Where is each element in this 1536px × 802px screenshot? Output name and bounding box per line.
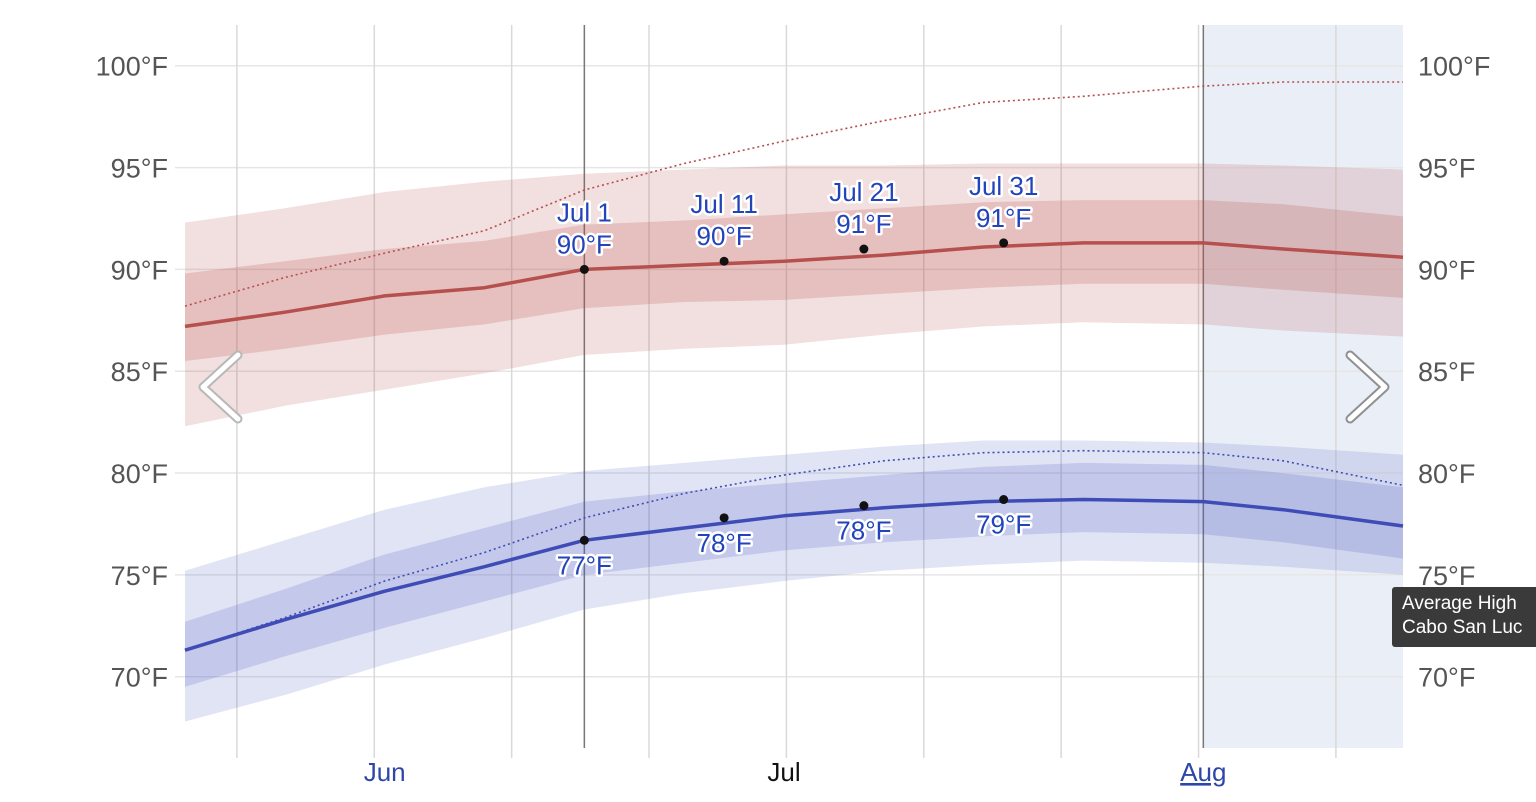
- y-tick-label-left: 80°F: [111, 459, 168, 489]
- month-label-jul: Jul: [767, 757, 800, 787]
- annotation-value-label: 90°F: [697, 221, 752, 251]
- data-point-marker[interactable]: [999, 495, 1009, 505]
- y-tick-label-right: 70°F: [1418, 663, 1475, 693]
- data-point-marker[interactable]: [719, 513, 729, 523]
- high-band-25-75: [185, 200, 1403, 361]
- average-high-line: [184, 241, 1404, 329]
- low-dotted-line: [184, 449, 1404, 651]
- chevron-left-icon[interactable]: [198, 350, 243, 424]
- annotation-date-label: Jul 1: [557, 197, 612, 227]
- annotation-value-label: 79°F: [976, 510, 1031, 540]
- data-point-marker[interactable]: [859, 244, 869, 254]
- high-dotted-line: [184, 81, 1403, 307]
- data-point-marker[interactable]: [719, 256, 729, 266]
- highlighted-month-background: [1203, 25, 1403, 748]
- annotation-value-label: 91°F: [976, 203, 1031, 233]
- y-tick-label-left: 70°F: [111, 663, 168, 693]
- low-band-10-90: [185, 440, 1403, 722]
- y-tick-label-right: 85°F: [1418, 357, 1475, 387]
- annotation-value-label: 77°F: [557, 550, 612, 580]
- data-point-marker[interactable]: [579, 264, 589, 274]
- y-tick-label-left: 85°F: [111, 357, 168, 387]
- chevron-right-icon[interactable]: [1345, 350, 1390, 424]
- data-point-marker[interactable]: [999, 238, 1009, 248]
- y-tick-label-right: 75°F: [1418, 561, 1475, 591]
- y-tick-label-left: 90°F: [111, 255, 168, 285]
- y-tick-label-right: 95°F: [1418, 154, 1475, 184]
- data-point-marker[interactable]: [859, 501, 869, 511]
- annotation-date-label: Jul 21: [829, 177, 898, 207]
- annotation-value-label: 78°F: [836, 516, 891, 546]
- data-point-marker[interactable]: [579, 535, 589, 545]
- annotation-value-label: 78°F: [697, 528, 752, 558]
- tooltip-line-1: Average High: [1402, 593, 1517, 614]
- y-tick-label-left: 95°F: [111, 154, 168, 184]
- annotation-date-label: Jul 31: [969, 171, 1038, 201]
- y-tick-label-left: 100°F: [96, 52, 168, 82]
- y-tick-label-right: 100°F: [1418, 52, 1490, 82]
- high-band-10-90: [185, 163, 1403, 427]
- annotation-value-label: 90°F: [557, 229, 612, 259]
- tooltip: Average High Cabo San Luc: [1392, 587, 1536, 647]
- annotation-value-label: 91°F: [836, 209, 891, 239]
- annotation-date-label: Jul 11: [690, 189, 757, 219]
- month-label-jun[interactable]: Jun: [364, 757, 406, 787]
- y-tick-label-right: 80°F: [1418, 459, 1475, 489]
- low-band-25-75: [185, 462, 1403, 687]
- month-label-aug[interactable]: Aug: [1180, 757, 1226, 787]
- tooltip-line-2: Cabo San Luc: [1402, 617, 1523, 638]
- y-tick-label-right: 90°F: [1418, 255, 1475, 285]
- y-tick-label-left: 75°F: [111, 561, 168, 591]
- average-low-line: [184, 497, 1404, 652]
